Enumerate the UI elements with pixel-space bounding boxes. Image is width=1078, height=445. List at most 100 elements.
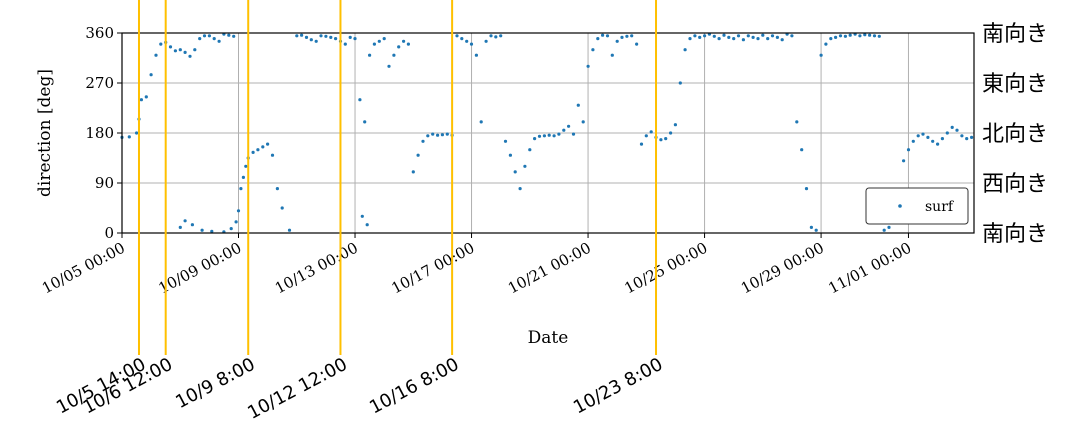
data-point: [848, 33, 852, 37]
event-line-label: 10/23 8:00: [570, 354, 666, 419]
legend-marker: [898, 204, 902, 208]
data-point: [455, 34, 459, 38]
y-tick-label: 0: [104, 224, 114, 242]
data-point: [678, 81, 682, 85]
data-point: [552, 134, 556, 138]
x-axis: 10/05 00:00 10/09 00:00 10/13 00:00 10/17 0…: [39, 233, 914, 297]
data-point: [460, 37, 464, 41]
data-point: [547, 133, 551, 137]
data-point: [965, 137, 969, 141]
data-point: [324, 34, 328, 38]
data-point: [178, 225, 182, 229]
data-point: [275, 187, 279, 191]
data-point: [673, 123, 678, 127]
y-tick-label: 90: [95, 174, 114, 192]
data-point: [287, 228, 292, 232]
data-point: [232, 34, 236, 38]
data-point: [202, 34, 207, 38]
data-point: [567, 124, 571, 128]
grid-lines: [121, 32, 974, 234]
data-point: [950, 125, 954, 129]
data-point: [809, 225, 814, 229]
data-point: [756, 37, 760, 41]
legend: surf: [865, 187, 969, 225]
data-point: [503, 139, 508, 143]
data-point: [887, 225, 891, 229]
data-point: [727, 35, 731, 40]
data-point: [960, 134, 964, 138]
data-point: [683, 48, 687, 52]
data-point: [736, 34, 741, 38]
data-point: [207, 34, 211, 38]
data-point: [397, 45, 401, 49]
data-point: [377, 39, 381, 43]
data-point: [770, 34, 775, 38]
data-point: [868, 33, 872, 37]
data-point: [426, 134, 430, 138]
data-point: [581, 120, 585, 124]
data-point: [261, 145, 265, 149]
data-point: [664, 137, 668, 141]
data-point: [916, 134, 920, 138]
data-point: [372, 42, 376, 46]
data-point: [761, 33, 765, 37]
data-point: [800, 148, 804, 152]
data-point: [244, 164, 248, 168]
data-point: [834, 35, 838, 40]
data-point: [562, 128, 566, 132]
data-point: [931, 139, 935, 143]
data-point: [557, 132, 561, 136]
data-point: [518, 187, 522, 191]
data-point: [698, 35, 702, 40]
data-point: [139, 98, 143, 102]
data-point: [411, 170, 415, 174]
y-axis: 0 90 180 270 360: [85, 24, 122, 242]
data-point: [190, 223, 194, 227]
data-point: [183, 219, 187, 223]
data-point: [528, 148, 532, 152]
data-point: [360, 214, 364, 218]
y-tick-label: 360: [85, 24, 114, 42]
data-point: [819, 53, 823, 57]
data-point: [295, 34, 299, 38]
data-point: [154, 53, 158, 57]
data-point: [251, 150, 255, 154]
data-point: [751, 35, 755, 40]
data-point: [741, 38, 746, 42]
data-point: [872, 34, 877, 38]
data-point: [392, 53, 396, 57]
data-point: [576, 103, 580, 107]
data-point: [469, 42, 474, 46]
x-tick-label: 10/21 00:00: [505, 239, 594, 298]
data-point: [649, 130, 653, 134]
data-point: [212, 37, 216, 41]
x-tick-label: 10/13 00:00: [272, 239, 361, 298]
data-point: [358, 98, 362, 102]
x-tick-label: 10/29 00:00: [738, 239, 827, 298]
data-point: [571, 132, 576, 136]
data-point: [513, 170, 517, 174]
data-point: [940, 137, 945, 141]
data-point: [144, 95, 148, 99]
data-point: [945, 131, 949, 135]
data-point: [877, 34, 881, 38]
y-tick-label: 180: [85, 124, 114, 142]
data-point: [304, 35, 309, 40]
data-point: [256, 148, 260, 152]
data-point: [343, 42, 347, 46]
data-point: [882, 228, 886, 232]
data-point: [365, 223, 369, 227]
direction-label: 南向き: [982, 22, 1048, 47]
data-point: [586, 64, 590, 68]
data-point: [159, 42, 163, 46]
data-point: [229, 227, 233, 231]
data-point: [843, 34, 848, 38]
data-point: [314, 39, 318, 43]
data-point: [659, 138, 663, 142]
data-point: [406, 42, 410, 46]
data-point: [183, 50, 187, 55]
data-point: [135, 131, 139, 135]
data-point: [494, 35, 498, 39]
data-point: [234, 220, 238, 224]
